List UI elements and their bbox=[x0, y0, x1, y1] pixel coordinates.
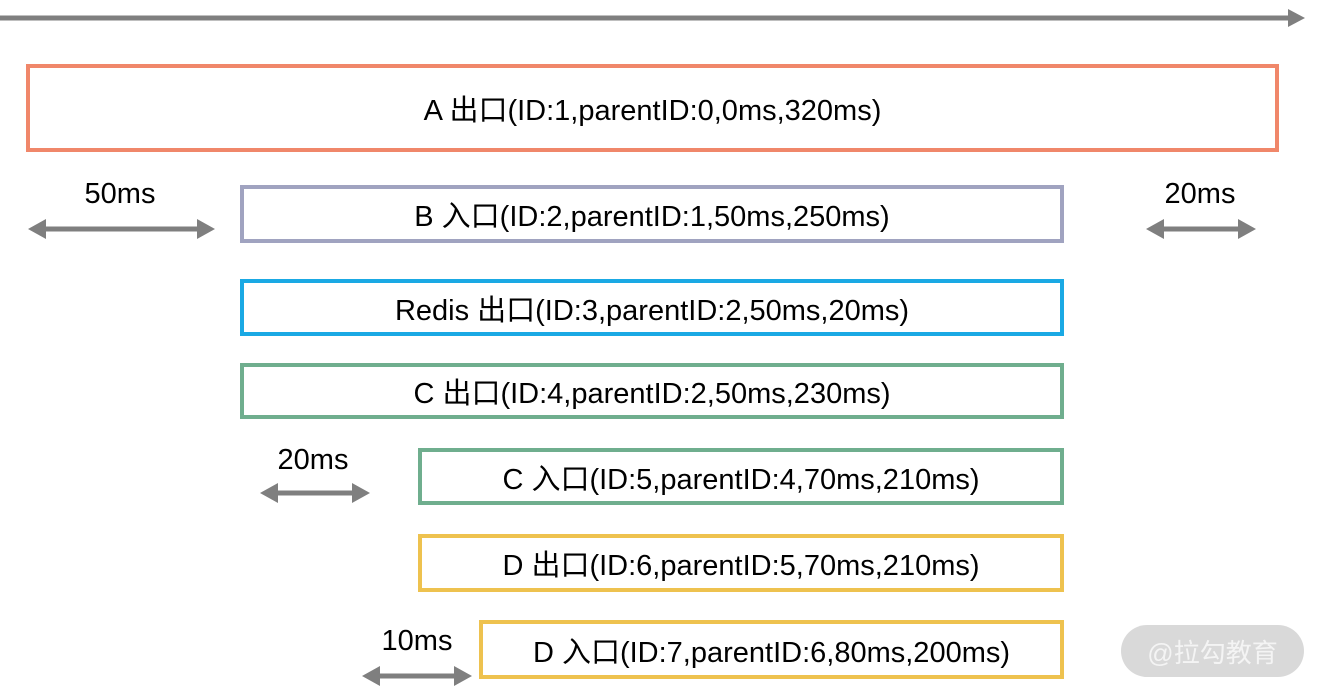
span-d-entry: D 入口(ID:7,parentID:6,80ms,200ms) bbox=[479, 620, 1064, 679]
gap-label-20ms-end: 20ms bbox=[1164, 178, 1236, 210]
span-label: Redis 出口(ID:3,parentID:2,50ms,20ms) bbox=[394, 294, 910, 327]
span-label: A 出口(ID:1,parentID:0,0ms,320ms) bbox=[423, 95, 882, 127]
span-a-exit: A 出口(ID:1,parentID:0,0ms,320ms) bbox=[26, 64, 1279, 152]
span-d-exit: D 出口(ID:6,parentID:5,70ms,210ms) bbox=[418, 534, 1064, 592]
gap-arrow-10ms bbox=[362, 666, 472, 686]
span-redis-exit: Redis 出口(ID:3,parentID:2,50ms,20ms) bbox=[240, 279, 1064, 336]
gap-arrow-20ms-end bbox=[1146, 219, 1256, 239]
span-label: C 出口(ID:4,parentID:2,50ms,230ms) bbox=[413, 378, 891, 410]
span-label: B 入口(ID:2,parentID:1,50ms,250ms) bbox=[414, 201, 890, 233]
span-b-entry: B 入口(ID:2,parentID:1,50ms,250ms) bbox=[240, 185, 1064, 243]
span-label: D 出口(ID:6,parentID:5,70ms,210ms) bbox=[502, 550, 980, 582]
span-label: D 入口(ID:7,parentID:6,80ms,200ms) bbox=[532, 636, 1011, 669]
gap-arrow-50ms bbox=[28, 219, 215, 239]
timeline-axis-arrow bbox=[0, 9, 1305, 27]
span-c-exit: C 出口(ID:4,parentID:2,50ms,230ms) bbox=[240, 363, 1064, 419]
gap-label-50ms: 50ms bbox=[84, 178, 156, 210]
span-c-entry: C 入口(ID:5,parentID:4,70ms,210ms) bbox=[418, 448, 1064, 505]
gap-arrow-20ms bbox=[260, 483, 370, 503]
span-label: C 入口(ID:5,parentID:4,70ms,210ms) bbox=[502, 463, 980, 496]
gap-label-10ms: 10ms bbox=[381, 625, 453, 657]
gap-label-20ms: 20ms bbox=[277, 444, 349, 476]
watermark: @拉勾教育 bbox=[1121, 625, 1304, 677]
